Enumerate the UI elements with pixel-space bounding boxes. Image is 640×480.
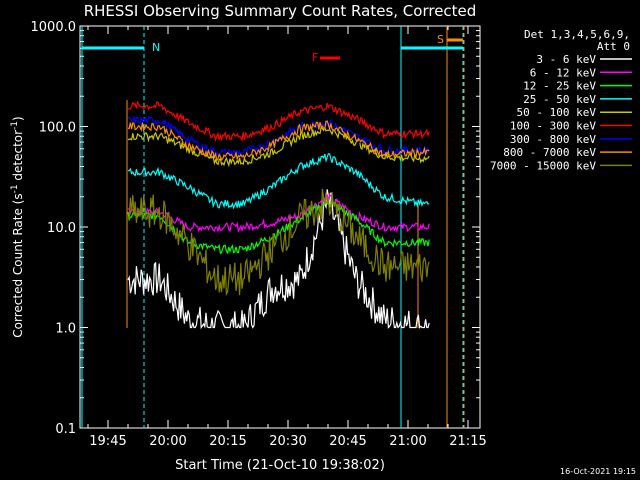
- legend-label: 300 - 800 keV: [510, 133, 596, 146]
- series-group: [127, 100, 430, 330]
- y-tick-label: 1000.0: [31, 20, 77, 35]
- x-tick-label: 20:00: [149, 434, 186, 449]
- legend-label: 6 - 12 keV: [530, 66, 597, 79]
- series-line-s-25-50: [127, 153, 430, 210]
- series-line-s-800-7000: [127, 120, 430, 162]
- annotation-n: N: [152, 41, 160, 54]
- annotation-s: S: [437, 33, 444, 46]
- legend-label: 50 - 100 keV: [517, 106, 597, 119]
- x-tick-label: 20:30: [269, 434, 306, 449]
- x-tick-label: 20:45: [329, 434, 366, 449]
- legend-label: 3 - 6 keV: [536, 53, 596, 66]
- y-tick-label: 10.0: [47, 221, 76, 236]
- footer-timestamp: 16-Oct-2021 19:15: [560, 467, 636, 476]
- x-axis: 19:45 20:00 20:15 20:30 20:45 21:00 21:15: [87, 26, 487, 449]
- annotation-f: F: [312, 51, 318, 64]
- x-tick-label: 21:00: [389, 434, 426, 449]
- x-axis-label: Start Time (21-Oct-10 19:38:02): [175, 458, 385, 473]
- series-line-s-7000-15000: [127, 188, 430, 297]
- series-line-s-3-6: [127, 189, 430, 330]
- legend-label: 800 - 7000 keV: [503, 146, 596, 159]
- y-axis: 0.1 1.0 10.0 100.0 1000.0: [31, 20, 480, 437]
- x-tick-label: 19:45: [89, 434, 126, 449]
- y-tick-label: 1.0: [55, 322, 76, 337]
- svg-text:Corrected Count Rate (s-1 dete: Corrected Count Rate (s-1 detector-1): [10, 116, 25, 337]
- legend-header: Att 0: [597, 40, 630, 53]
- event-lines: [81, 26, 465, 428]
- series-line-s-100-300: [127, 100, 430, 143]
- y-tick-label: 0.1: [55, 422, 76, 437]
- legend-label: 12 - 25 keV: [523, 80, 596, 93]
- x-tick-label: 20:15: [209, 434, 246, 449]
- chart-title: RHESSI Observing Summary Count Rates, Co…: [84, 2, 477, 20]
- annotations: N S F: [152, 33, 444, 64]
- legend-label: 100 - 300 keV: [510, 120, 596, 133]
- x-tick-label: 21:15: [449, 434, 486, 449]
- legend-header: Det 1,3,4,5,6,9,: [524, 28, 630, 41]
- legend-label: 7000 - 15000 keV: [490, 159, 596, 172]
- y-axis-label: Corrected Count Rate (s-1 detector-1): [10, 116, 25, 337]
- series-line-s-6-12: [127, 192, 430, 234]
- legend-label: 25 - 50 keV: [523, 93, 596, 106]
- series-line-s-50-100: [127, 125, 430, 168]
- y-tick-label: 100.0: [39, 121, 76, 136]
